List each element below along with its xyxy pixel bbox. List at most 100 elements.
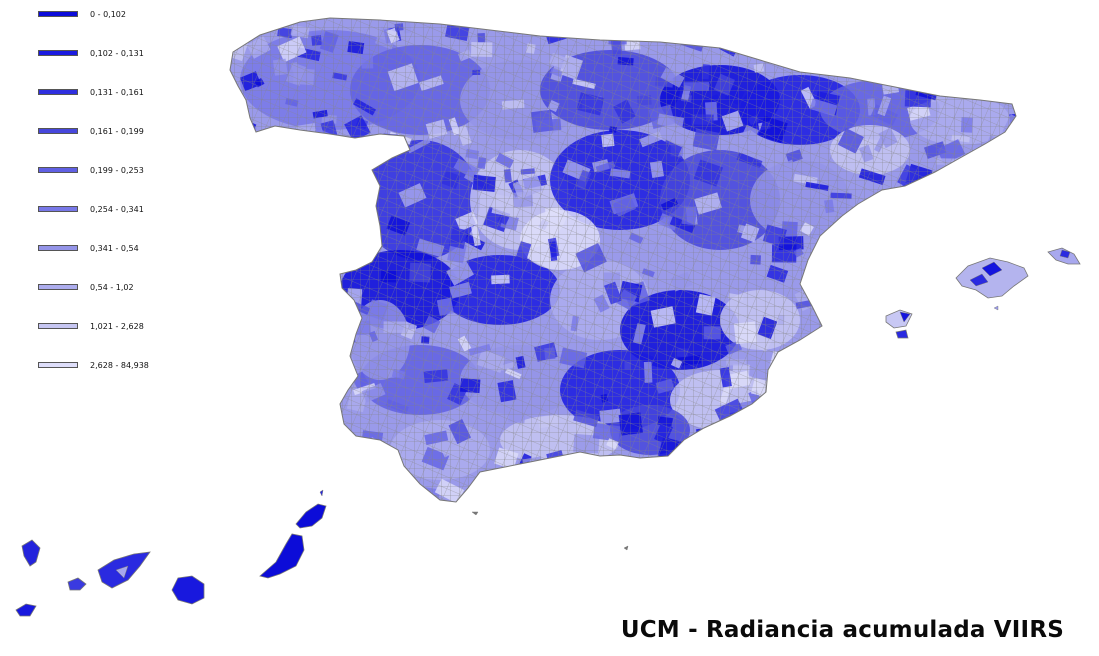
municipality-patch: [597, 18, 607, 23]
municipality-patch: [795, 495, 824, 502]
municipality-patch: [756, 42, 774, 54]
municipality-patch: [1018, 114, 1030, 129]
municipality-patch: [255, 152, 264, 165]
municipality-patch: [827, 417, 838, 435]
municipality-patch: [871, 493, 894, 502]
municipality-patch: [250, 236, 277, 256]
municipality-patch: [921, 226, 937, 240]
municipality-patch: [237, 288, 260, 304]
municipality-patch: [980, 373, 1001, 391]
municipality-patch: [903, 473, 919, 483]
municipality-patch: [230, 466, 237, 476]
municipality-patch: [236, 288, 245, 303]
legend-item: 0,131 - 0,161: [38, 86, 144, 98]
municipality-patch: [891, 443, 908, 456]
legend-swatch: [38, 128, 78, 134]
municipality-patch: [718, 481, 746, 502]
municipality-patch: [264, 437, 286, 454]
municipality-patch: [763, 446, 789, 467]
municipality-patch: [861, 278, 887, 293]
municipality-patch: [729, 428, 745, 452]
municipality-patch: [1006, 70, 1016, 87]
municipality-patch: [582, 499, 605, 502]
municipality-patch: [947, 41, 965, 58]
legend-item: 0,341 - 0,54: [38, 242, 139, 254]
municipality-patch: [674, 18, 693, 25]
municipality-patch: [957, 188, 967, 198]
municipality-patch: [1000, 363, 1016, 387]
municipality-patch: [345, 247, 360, 269]
municipality-patch: [313, 461, 329, 480]
municipality-patch: [918, 395, 944, 421]
municipality-patch: [970, 237, 993, 256]
municipality-patch: [233, 134, 242, 142]
legend-item: 0,254 - 0,341: [38, 203, 144, 215]
municipality-patch: [999, 428, 1016, 452]
municipality-patch: [944, 424, 959, 435]
municipality-patch: [300, 475, 321, 490]
municipality-patch: [904, 278, 913, 290]
municipality-patch: [1014, 466, 1016, 486]
municipality-patch: [268, 368, 284, 382]
municipality-patch: [933, 464, 947, 485]
municipality-patch: [837, 346, 858, 362]
municipality-patch: [836, 290, 863, 315]
municipality-patch: [956, 59, 981, 78]
legend-swatch: [38, 50, 78, 56]
municipality-patch: [334, 443, 352, 461]
municipality-patch: [286, 469, 310, 488]
municipality-patch: [762, 409, 774, 428]
legend-item: 0,102 - 0,131: [38, 47, 144, 59]
municipality-patch: [986, 27, 1012, 50]
municipality-patch: [912, 326, 934, 343]
municipality-patch: [975, 351, 987, 365]
map-title: UCM - Radiancia acumulada VIIRS: [620, 617, 1064, 643]
municipality-patch: [934, 286, 950, 304]
municipality-patch: [459, 503, 473, 520]
municipality-patch: [790, 489, 817, 502]
municipality-patch: [947, 40, 969, 56]
municipality-patch: [845, 412, 861, 429]
municipality-patch: [230, 122, 248, 145]
municipality-patch: [926, 67, 946, 91]
municipality-patch: [261, 139, 284, 155]
municipality-patch: [346, 468, 364, 478]
municipality-patch: [889, 202, 902, 213]
legend-item: 1,021 - 2,628: [38, 320, 144, 332]
legend-label: 0,254 - 0,341: [90, 204, 144, 214]
municipality-patch: [287, 211, 298, 221]
municipality-patch: [309, 298, 328, 309]
municipality-patch: [779, 438, 793, 455]
municipality-patch: [876, 61, 885, 69]
municipality-patch: [976, 472, 1008, 500]
legend-item: 0,199 - 0,253: [38, 164, 144, 176]
municipality-patch: [933, 342, 957, 365]
municipality-patch: [951, 287, 976, 301]
municipality-patch: [812, 258, 837, 282]
municipality-patch: [1003, 239, 1016, 260]
municipality-patch: [862, 390, 872, 399]
municipality-patch: [956, 373, 978, 395]
municipality-patch: [315, 223, 325, 232]
municipality-patch: [891, 266, 920, 290]
municipality-patch: [712, 424, 734, 443]
municipality-patch: [873, 265, 901, 287]
municipality-patch: [266, 454, 294, 478]
peninsula-region: [229, 17, 1030, 520]
municipality-patch: [672, 18, 692, 40]
municipality-patch: [957, 352, 981, 374]
municipality-patch: [778, 464, 794, 485]
municipality-patch: [341, 319, 355, 334]
municipality-patch: [817, 249, 840, 264]
municipality-patch: [292, 319, 317, 346]
municipality-patch: [977, 41, 990, 52]
municipality-patch: [871, 450, 899, 469]
legend-label: 0,341 - 0,54: [90, 243, 139, 253]
municipality-patch: [910, 42, 923, 55]
municipality-patch: [864, 417, 874, 430]
legend-label: 1,021 - 2,628: [90, 321, 144, 331]
municipality-patch: [266, 382, 293, 407]
municipality-patch: [897, 349, 918, 366]
municipality-patch: [267, 153, 279, 174]
